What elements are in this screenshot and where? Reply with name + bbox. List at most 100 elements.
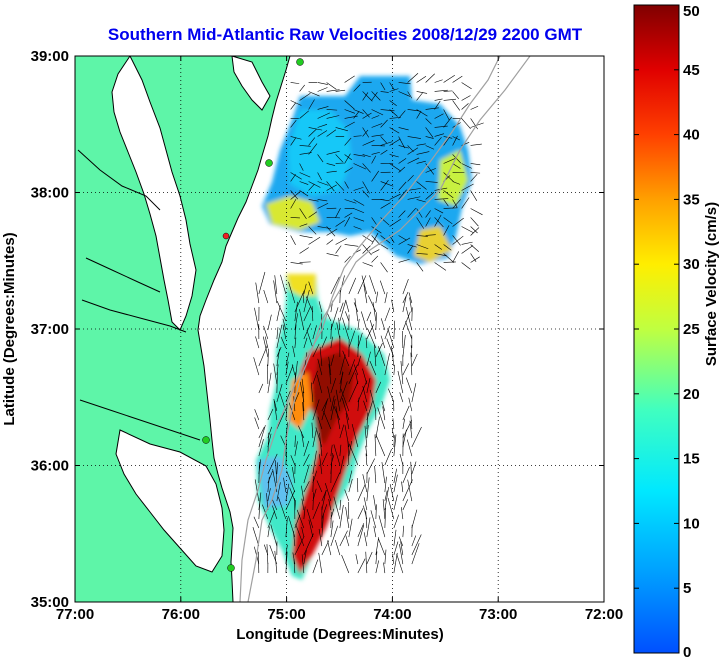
velocity-vector bbox=[371, 170, 380, 182]
velocity-vector bbox=[371, 155, 377, 164]
velocity-vector bbox=[389, 218, 401, 227]
velocity-vector bbox=[434, 137, 442, 146]
velocity-vector bbox=[365, 445, 368, 457]
velocity-vector bbox=[253, 357, 260, 376]
velocity-vector bbox=[339, 530, 348, 547]
velocity-vector bbox=[366, 311, 372, 322]
velocity-vector bbox=[291, 467, 296, 484]
velocity-vector bbox=[398, 166, 406, 173]
velocity-vector bbox=[388, 329, 395, 349]
velocity-vector bbox=[384, 449, 392, 466]
velocity-vector bbox=[335, 208, 341, 218]
velocity-vectors bbox=[252, 73, 484, 574]
velocity-vector bbox=[416, 91, 428, 94]
velocity-vector bbox=[294, 392, 300, 403]
velocity-vector bbox=[369, 275, 377, 295]
velocity-vector bbox=[366, 477, 370, 502]
velocity-vector bbox=[400, 360, 404, 385]
velocity-vector bbox=[308, 91, 320, 97]
velocity-vector bbox=[362, 474, 368, 493]
velocity-vector bbox=[278, 496, 287, 520]
velocity-vector bbox=[461, 103, 469, 110]
velocity-vector bbox=[402, 363, 410, 376]
velocity-vector bbox=[317, 202, 329, 209]
velocity-vector bbox=[301, 485, 305, 502]
velocity-vector bbox=[338, 317, 341, 331]
colorbar-tick-label: 20 bbox=[683, 386, 700, 403]
velocity-vector bbox=[333, 444, 341, 466]
velocity-vector bbox=[407, 73, 419, 83]
x-tick-label: 73:00 bbox=[479, 606, 517, 623]
velocity-vector bbox=[344, 244, 359, 247]
south-field-warm-top bbox=[286, 274, 316, 296]
velocity-vector bbox=[410, 461, 413, 484]
velocity-vector bbox=[425, 107, 439, 110]
velocity-vector bbox=[341, 398, 350, 421]
velocity-vector bbox=[344, 109, 356, 114]
velocity-vector bbox=[312, 343, 320, 358]
velocity-vector bbox=[317, 358, 323, 376]
colorbar-tick-label: 30 bbox=[683, 256, 700, 273]
velocity-vector bbox=[410, 352, 413, 376]
velocity-vector bbox=[443, 190, 454, 199]
velocity-vector bbox=[335, 245, 342, 254]
velocity-vector bbox=[290, 235, 296, 245]
velocity-vector bbox=[443, 261, 456, 263]
velocity-vector bbox=[443, 109, 450, 121]
y-axis: 39:00 38:00 37:00 36:00 35:00 bbox=[31, 48, 604, 611]
velocity-vector bbox=[425, 210, 431, 218]
velocity-vector bbox=[366, 324, 375, 340]
velocity-vector bbox=[339, 499, 342, 511]
velocity-vector bbox=[321, 514, 324, 538]
colorbar-label: Surface Velocity (cm/s) bbox=[703, 202, 720, 366]
velocity-vector bbox=[443, 253, 455, 263]
velocity-vector bbox=[416, 160, 426, 164]
velocity-vector bbox=[330, 276, 340, 295]
velocity-vector bbox=[336, 322, 341, 340]
velocity-vector bbox=[290, 137, 297, 146]
velocity-vector bbox=[434, 217, 444, 228]
colorbar-tick-label: 50 bbox=[683, 3, 700, 20]
velocity-vector bbox=[303, 307, 311, 322]
velocity-vector bbox=[416, 109, 428, 117]
velocity-vector bbox=[399, 453, 404, 466]
velocity-vector bbox=[303, 453, 310, 466]
velocity-vector bbox=[380, 82, 386, 91]
x-tick-label: 74:00 bbox=[373, 606, 411, 623]
velocity-vector bbox=[425, 168, 436, 173]
velocity-vector bbox=[452, 199, 461, 209]
velocity-vector bbox=[366, 351, 371, 367]
velocity-vector bbox=[470, 217, 479, 227]
velocity-vector bbox=[452, 199, 458, 208]
velocity-vector bbox=[357, 318, 360, 331]
velocity-vector bbox=[391, 427, 395, 439]
velocity-vector bbox=[375, 312, 377, 331]
bathymetry-contour-2 bbox=[239, 56, 501, 602]
velocity-vector bbox=[365, 337, 368, 349]
velocity-vector bbox=[316, 480, 323, 493]
velocity-vector bbox=[470, 256, 480, 263]
velocity-vector bbox=[321, 399, 328, 421]
velocity-vector bbox=[355, 554, 359, 565]
velocity-vector bbox=[434, 79, 443, 83]
velocity-vector bbox=[380, 199, 390, 202]
velocity-vector bbox=[267, 453, 278, 475]
velocity-vector bbox=[363, 532, 368, 547]
colorbar-tick-label: 5 bbox=[683, 580, 691, 597]
velocity-vector bbox=[391, 299, 395, 313]
velocity-vector bbox=[380, 335, 386, 349]
velocity-vector bbox=[258, 425, 266, 448]
velocity-vector bbox=[398, 91, 411, 97]
velocity-vector bbox=[303, 337, 308, 349]
velocity-vector bbox=[299, 309, 305, 331]
velocity-vector bbox=[375, 342, 383, 358]
velocity-vector bbox=[333, 496, 341, 520]
velocity-vector bbox=[461, 95, 471, 101]
velocity-vector bbox=[362, 91, 373, 102]
velocity-vector bbox=[443, 74, 455, 83]
velocity-vector bbox=[326, 181, 335, 192]
velocity-vector bbox=[303, 289, 310, 313]
velocity-vector bbox=[303, 283, 307, 295]
station-marker bbox=[296, 58, 304, 66]
